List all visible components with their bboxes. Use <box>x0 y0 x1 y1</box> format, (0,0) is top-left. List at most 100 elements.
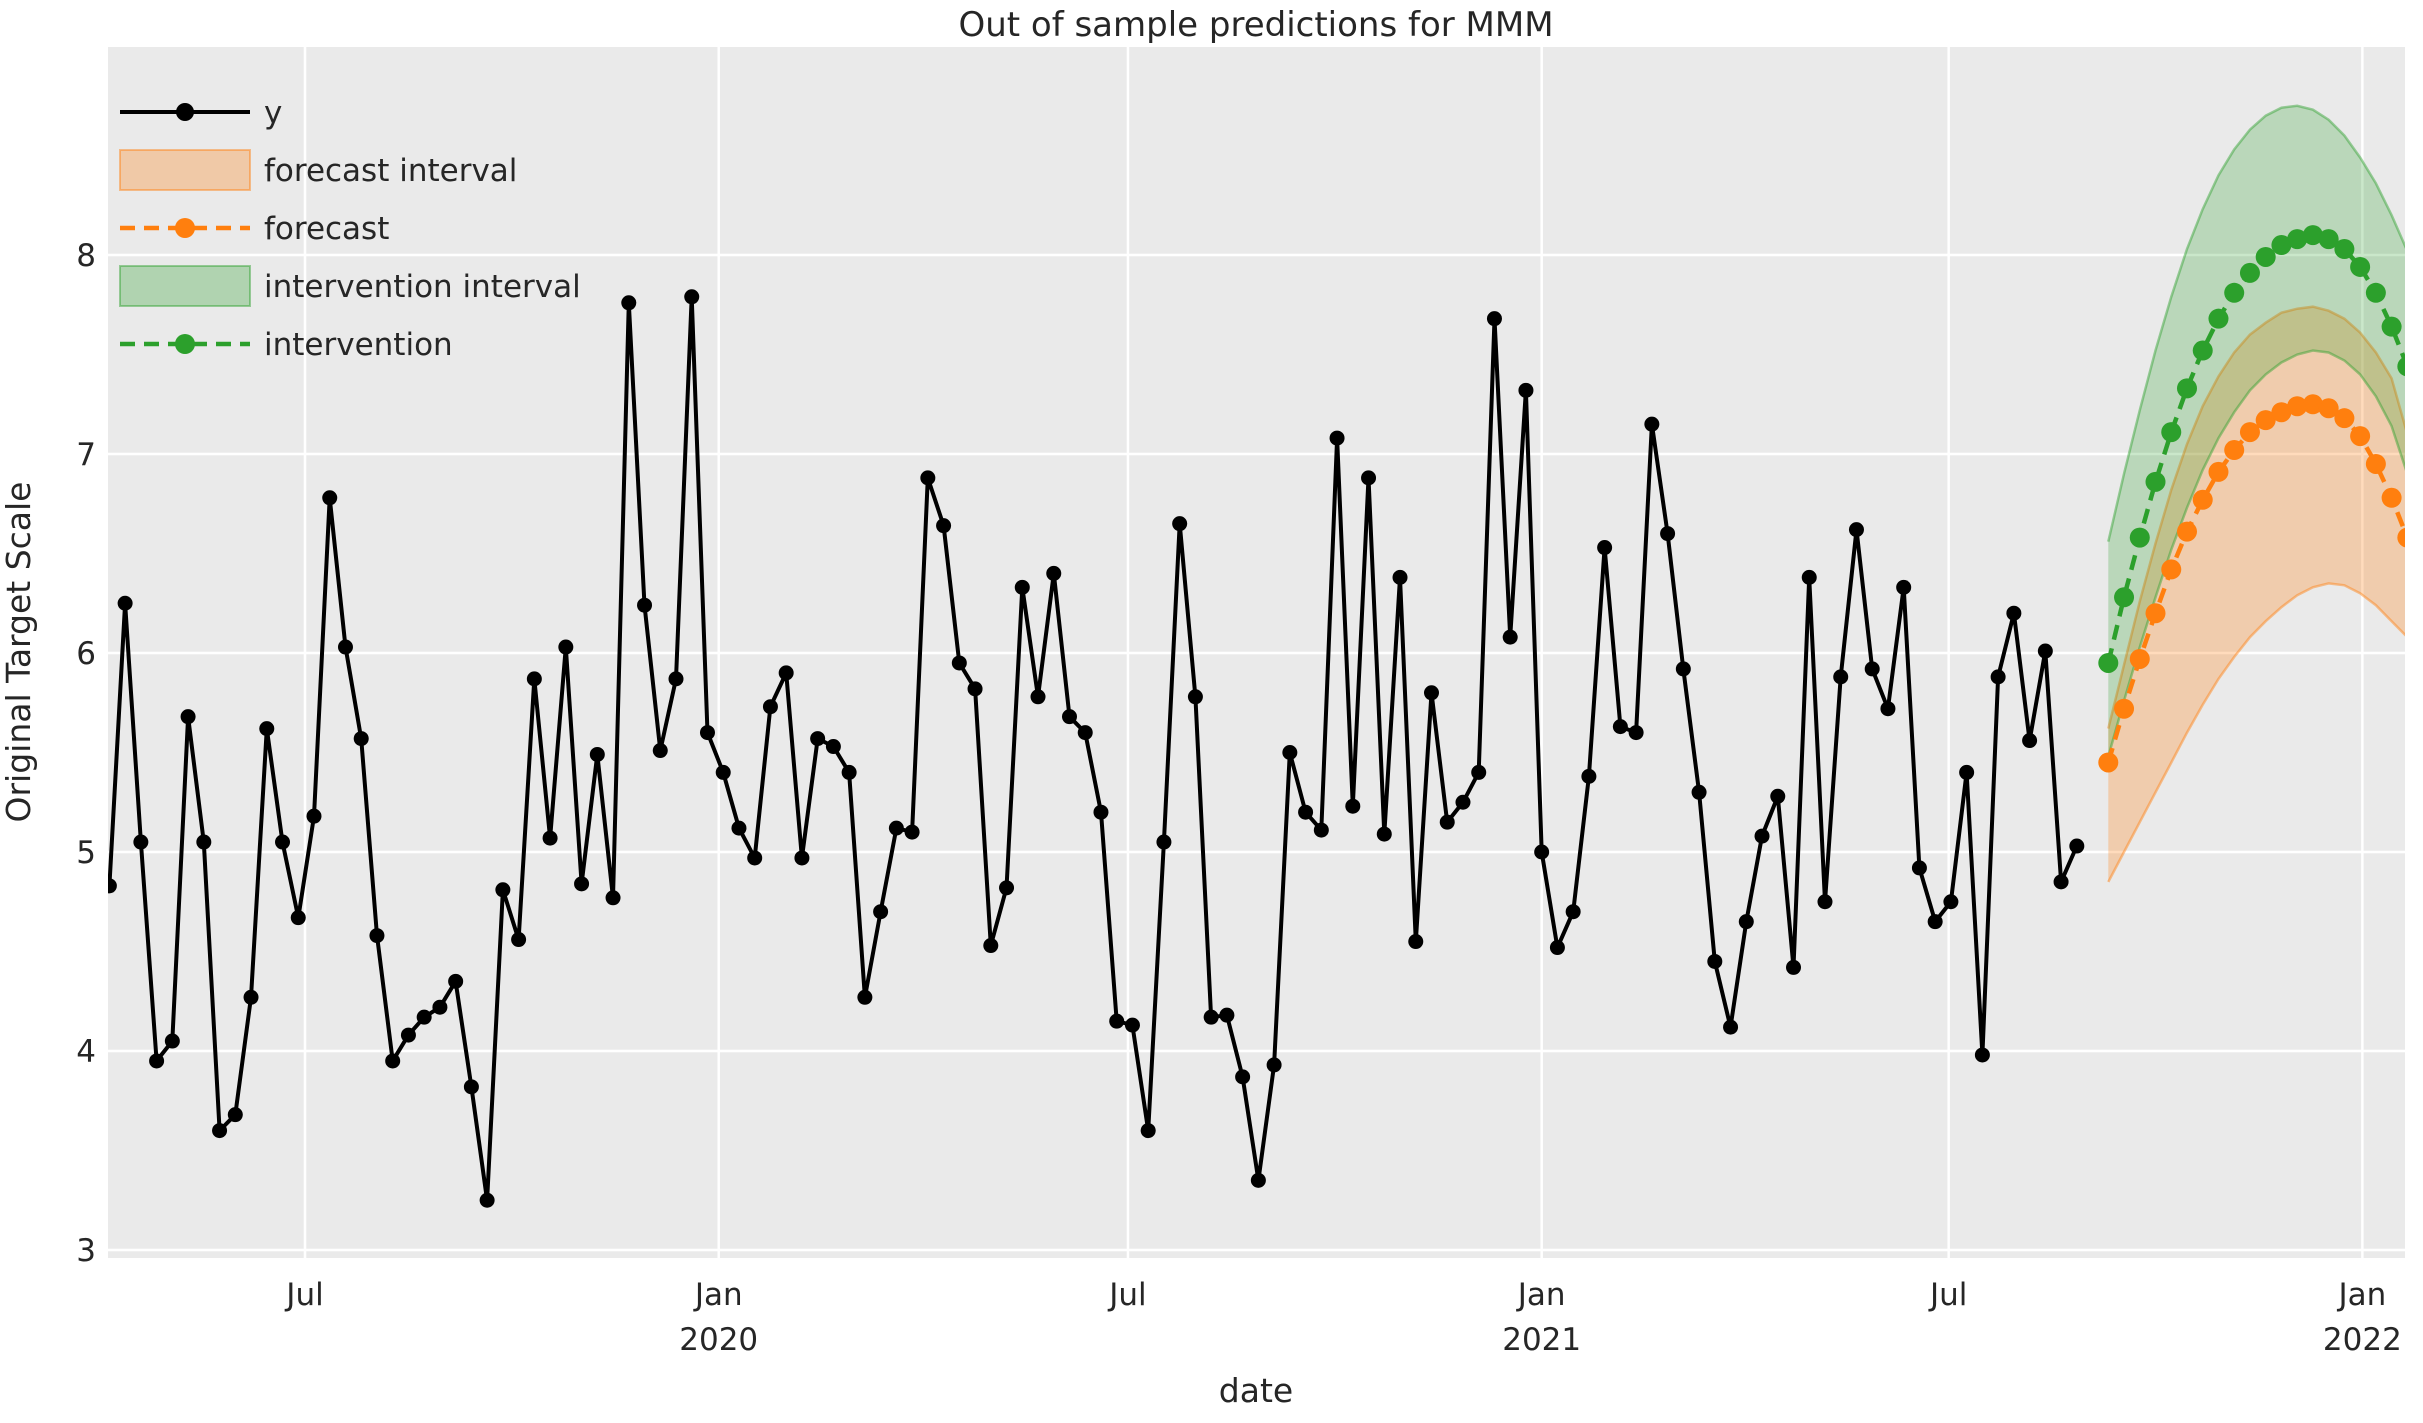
y-series-marker <box>1817 894 1833 910</box>
y-series-marker <box>621 295 637 311</box>
y-series-marker <box>857 989 873 1005</box>
y-series-marker <box>1502 629 1518 645</box>
intervention-marker <box>2318 229 2339 250</box>
y-series-marker <box>463 1079 479 1095</box>
y-series-marker <box>337 639 353 655</box>
forecast-marker <box>2176 521 2197 542</box>
y-series-marker <box>1030 689 1046 705</box>
band-upper-edge <box>2107 104 2405 542</box>
intervention-marker <box>2271 235 2292 256</box>
x-tick-label: Jul <box>1107 1277 1146 1313</box>
y-series-marker <box>1313 822 1329 838</box>
data-series-layer <box>108 104 2405 1208</box>
y-series-marker <box>1848 522 1864 538</box>
y-series-marker <box>825 739 841 755</box>
y-series-marker <box>432 999 448 1015</box>
y-series-marker <box>227 1107 243 1123</box>
x-tick-year-label: 2020 <box>679 1322 758 1358</box>
y-series-marker <box>778 665 794 681</box>
y-series-marker <box>416 1009 432 1025</box>
y-series-marker <box>699 725 715 741</box>
y-series-marker <box>1156 834 1172 850</box>
y-series-marker <box>967 681 983 697</box>
intervention-marker <box>2192 340 2213 361</box>
y-series-marker <box>1691 784 1707 800</box>
intervention-marker <box>2287 229 2308 250</box>
y-series-marker <box>1612 719 1628 735</box>
y-series-marker <box>999 880 1015 896</box>
legend-item: y <box>120 95 282 131</box>
intervention-marker <box>2224 282 2245 303</box>
y-series-marker <box>1298 804 1314 820</box>
y-series-marker <box>810 731 826 747</box>
y-series-marker <box>715 764 731 780</box>
y-series-marker <box>574 876 590 892</box>
x-tick-label: Jan <box>2336 1277 2386 1313</box>
y-series-marker <box>117 595 133 611</box>
y-series-marker <box>542 830 558 846</box>
y-series-marker <box>1140 1123 1156 1139</box>
y-series-marker <box>1518 382 1534 398</box>
forecast-interval-band <box>2108 306 2405 882</box>
intervention-marker <box>2302 225 2323 246</box>
forecast-marker <box>2302 394 2323 415</box>
y-series-marker <box>637 597 653 613</box>
y-series-marker <box>920 470 936 486</box>
forecast-marker <box>2365 453 2386 474</box>
legend-item: forecast <box>120 211 389 247</box>
x-tick-label: Jan <box>1516 1277 1566 1313</box>
y-series-marker <box>1801 569 1817 585</box>
y-series-marker <box>1423 685 1439 701</box>
band-lower-edge <box>2107 582 2405 883</box>
y-series-marker <box>1974 1047 1990 1063</box>
x-axis-label: date <box>1219 1371 1293 1410</box>
y-series-marker <box>275 834 291 850</box>
legend-item-label: forecast <box>264 211 389 247</box>
y-series-marker <box>2006 605 2022 621</box>
y-tick-label: 8 <box>76 238 96 274</box>
y-series-marker <box>400 1027 416 1043</box>
y-series-marker <box>306 808 322 824</box>
y-series-marker <box>983 938 999 954</box>
legend-marker-swatch <box>175 218 195 238</box>
intervention-marker <box>2176 378 2197 399</box>
intervention-marker <box>2397 356 2405 377</box>
legend-marker-swatch <box>175 334 195 354</box>
y-series-marker <box>495 882 511 898</box>
y-tick-label: 3 <box>76 1233 96 1269</box>
y-series-marker <box>951 655 967 671</box>
intervention-marker <box>2208 308 2229 329</box>
intervention-interval-band <box>2108 105 2405 757</box>
x-tick-label: Jul <box>284 1277 323 1313</box>
y-series-marker <box>1738 914 1754 930</box>
y-series-marker <box>1203 1009 1219 1025</box>
x-tick-label: Jul <box>1928 1277 1967 1313</box>
legend-item: intervention interval <box>119 265 581 307</box>
y-series-marker <box>1361 470 1377 486</box>
band-upper-edge <box>2107 305 2405 729</box>
y-series-marker <box>243 989 259 1005</box>
y-series-marker <box>1392 569 1408 585</box>
y-series-marker <box>212 1123 228 1139</box>
y-series-marker <box>1250 1172 1266 1188</box>
y-series-marker <box>1896 579 1912 595</box>
y-series-marker <box>1660 526 1676 542</box>
y-series-marker <box>1046 565 1062 581</box>
y-tick-label: 7 <box>76 437 96 473</box>
intervention-marker <box>2161 422 2182 443</box>
y-series-marker <box>1927 914 1943 930</box>
y-series-marker <box>196 834 212 850</box>
y-series-marker <box>668 671 684 687</box>
forecast-marker <box>2161 559 2182 580</box>
y-series-marker <box>2022 733 2038 749</box>
y-series-marker <box>1565 904 1581 920</box>
legend-item: forecast interval <box>119 149 517 191</box>
y-series-marker <box>1959 764 1975 780</box>
y-series-marker <box>322 490 338 506</box>
forecast-marker <box>2381 487 2402 508</box>
forecast-marker <box>2208 461 2229 482</box>
legend-patch-swatch <box>119 265 251 307</box>
y-series-marker <box>1864 661 1880 677</box>
